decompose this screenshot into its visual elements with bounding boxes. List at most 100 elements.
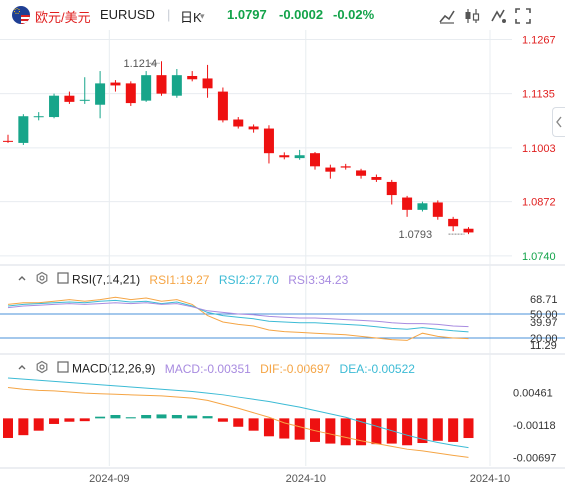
macd-bar-negative [79, 418, 90, 422]
rsi-axis-tick: 39.97 [530, 317, 558, 329]
period-selector[interactable]: 日K [180, 10, 202, 25]
candle-down [248, 126, 259, 130]
candle-down [371, 177, 382, 180]
candle-up [18, 116, 29, 143]
eu-us-flag-icon [12, 6, 30, 24]
candle-up [417, 203, 428, 210]
last-price: 1.0797 [227, 7, 267, 22]
period-chevron-icon[interactable]: ▾ [200, 11, 205, 21]
macd-bar-negative [263, 418, 274, 437]
candle-down [325, 167, 336, 172]
candle-down [432, 202, 443, 217]
date-axis-tick: 2024-10 [286, 473, 326, 485]
candle-down [448, 218, 459, 227]
rsi-header: RSI(7,14,21) RSI1:19.27 RSI2:27.70 RSI3:… [16, 271, 348, 288]
price-axis-tick: 1.1267 [522, 34, 556, 46]
macd-bar-negative [294, 418, 305, 440]
macd-bar-positive [202, 416, 213, 419]
macd-header: MACD(12,26,9) MACD:-0.00351 DIF:-0.00697… [16, 360, 415, 377]
macd-bar-negative [402, 418, 413, 446]
symbol-cn[interactable]: 欧元/美元 [35, 10, 91, 25]
price-axis-tick: 1.1003 [522, 143, 556, 155]
rsi1-value: RSI1:19.27 [149, 272, 210, 287]
rsi-axis-tick: 11.29 [530, 340, 557, 352]
candle-down [402, 197, 413, 210]
indicator-checkbox[interactable] [57, 272, 69, 287]
price-axis-tick: 1.1135 [522, 89, 555, 101]
rsi-line-rsi1 [7, 296, 469, 341]
rsi2-value: RSI2:27.70 [218, 272, 279, 287]
rsi-axis-tick: 50.00 [530, 309, 558, 321]
macd-bar-positive [141, 414, 152, 419]
settings-gear-icon[interactable] [35, 360, 49, 377]
candle-down [310, 153, 320, 167]
candle-up [171, 75, 182, 96]
low-price-label: 1.0793 [399, 229, 433, 241]
rsi3-value: RSI3:34.23 [288, 272, 349, 287]
rsi-line-rsi2 [7, 299, 469, 333]
candle-down [3, 140, 13, 142]
collapse-chevron-icon[interactable] [16, 272, 28, 287]
dea-value: DEA:-0.00522 [339, 361, 415, 376]
macd-bar-positive [125, 417, 136, 419]
macd-axis-tick: -0.00118 [513, 420, 556, 432]
candle-down [463, 228, 474, 233]
macd-bar-negative [33, 418, 44, 431]
candle-down [202, 78, 213, 89]
candle-up [79, 99, 90, 101]
settings-gear-icon[interactable] [35, 271, 49, 288]
candle-down [217, 91, 228, 121]
candle-down [263, 128, 274, 154]
macd-bar-negative [371, 418, 382, 445]
candle-down [233, 119, 244, 127]
macd-bar-negative [310, 418, 320, 442]
macd-bar-negative [432, 418, 443, 441]
candle-down [187, 75, 198, 80]
macd-bar-negative [3, 418, 13, 438]
macd-bar-negative [463, 418, 474, 439]
rsi-name: RSI(7,14,21) [72, 272, 141, 287]
candle-down [110, 82, 121, 86]
rsi-line-rsi3 [7, 302, 469, 328]
candle-up [49, 95, 60, 118]
macd-bar-negative [340, 418, 351, 446]
macd-bar-negative [18, 418, 29, 436]
macd-bar-negative [49, 418, 60, 424]
sidebar-toggle-button[interactable] [552, 107, 565, 137]
indicator-icon[interactable] [488, 6, 508, 26]
macd-bar-negative [248, 418, 259, 431]
high-price-label: 1.1214 [124, 58, 158, 70]
line-chart-icon[interactable] [437, 6, 457, 26]
macd-bar-positive [110, 414, 121, 419]
macd-bar-positive [95, 416, 106, 419]
fullscreen-icon[interactable] [513, 6, 533, 26]
candle-down [125, 83, 136, 104]
candle-up [141, 75, 152, 101]
price-axis-tick: 1.0740 [522, 251, 556, 263]
date-axis-tick: 2024-09 [89, 473, 129, 485]
symbol-code: EURUSD [100, 7, 155, 22]
date-axis-tick: 2024-10 [470, 473, 510, 485]
candle-up [95, 83, 106, 105]
macd-bar-negative [356, 418, 367, 446]
macd-bar-positive [187, 415, 198, 419]
candle-up [294, 155, 305, 159]
candle-chart-icon[interactable] [462, 6, 482, 26]
rsi-axis-tick: 68.71 [530, 294, 558, 306]
indicator-checkbox[interactable] [57, 361, 69, 376]
candle-down [64, 95, 75, 102]
macd-name: MACD(12,26,9) [72, 361, 156, 376]
macd-bar-negative [448, 418, 459, 442]
collapse-chevron-icon[interactable] [16, 361, 28, 376]
dif-line [7, 387, 469, 458]
candle-down [356, 170, 367, 176]
price-change: -0.0002 [279, 7, 324, 22]
chart-header: 欧元/美元 EURUSD | 日K ▾ 1.0797 -0.0002 -0.02… [0, 0, 565, 30]
dif-value: DIF:-0.00697 [260, 361, 331, 376]
macd-bar-negative [217, 418, 228, 422]
candle-down [340, 166, 351, 168]
candle-down [279, 155, 290, 158]
header-divider: | [167, 7, 171, 22]
macd-axis-tick: -0.00697 [513, 452, 556, 464]
